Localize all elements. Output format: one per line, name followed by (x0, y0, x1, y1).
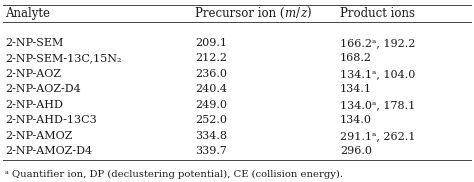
Text: 236.0: 236.0 (195, 69, 227, 79)
Text: 134.0: 134.0 (340, 115, 372, 125)
Text: 134.1ᵃ, 104.0: 134.1ᵃ, 104.0 (340, 69, 415, 79)
Text: 166.2ᵃ, 192.2: 166.2ᵃ, 192.2 (340, 38, 415, 48)
Text: 339.7: 339.7 (195, 146, 227, 156)
Text: 2-NP-AHD-13C3: 2-NP-AHD-13C3 (5, 115, 97, 125)
Text: 168.2: 168.2 (340, 53, 372, 63)
Text: 2-NP-AOZ: 2-NP-AOZ (5, 69, 61, 79)
Text: /: / (296, 7, 300, 20)
Text: Product ions: Product ions (340, 7, 415, 20)
Text: Analyte: Analyte (5, 7, 50, 20)
Text: 2-NP-AOZ-D4: 2-NP-AOZ-D4 (5, 84, 81, 94)
Text: 296.0: 296.0 (340, 146, 372, 156)
Text: 134.1: 134.1 (340, 84, 372, 94)
Text: 2-NP-SEM: 2-NP-SEM (5, 38, 64, 48)
Text: z: z (300, 7, 306, 20)
Text: 2-NP-AHD: 2-NP-AHD (5, 100, 63, 110)
Text: ): ) (306, 7, 310, 20)
Text: 252.0: 252.0 (195, 115, 227, 125)
Text: 134.0ᵃ, 178.1: 134.0ᵃ, 178.1 (340, 100, 415, 110)
Text: 249.0: 249.0 (195, 100, 227, 110)
Text: Precursor ion (: Precursor ion ( (195, 7, 284, 20)
Text: 334.8: 334.8 (195, 131, 227, 141)
Text: 2-NP-AMOZ-D4: 2-NP-AMOZ-D4 (5, 146, 92, 156)
Text: ᵃ Quantifier ion, DP (declustering potential), CE (collision energy).: ᵃ Quantifier ion, DP (declustering poten… (5, 170, 343, 179)
Text: 209.1: 209.1 (195, 38, 227, 48)
Text: 2-NP-AMOZ: 2-NP-AMOZ (5, 131, 73, 141)
Text: m: m (284, 7, 296, 20)
Text: 240.4: 240.4 (195, 84, 227, 94)
Text: 291.1ᵃ, 262.1: 291.1ᵃ, 262.1 (340, 131, 415, 141)
Text: 212.2: 212.2 (195, 53, 227, 63)
Text: 2-NP-SEM-13C,15N₂: 2-NP-SEM-13C,15N₂ (5, 53, 121, 63)
